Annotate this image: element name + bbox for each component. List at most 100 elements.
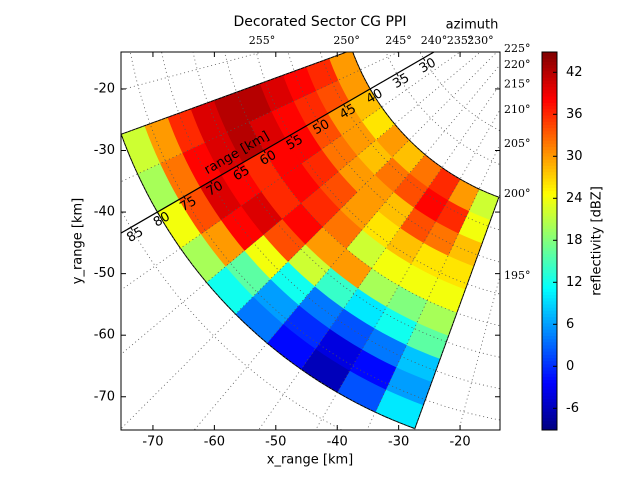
colorbar-segment xyxy=(542,121,557,125)
colorbar-segment xyxy=(542,341,557,346)
colorbar-segment xyxy=(542,77,557,81)
azimuth-tick-label: 195° xyxy=(504,269,531,282)
colorbar-segment xyxy=(542,417,557,422)
colorbar-segment xyxy=(542,263,557,267)
colorbar-segment xyxy=(542,203,557,207)
colorbar-segment xyxy=(542,253,557,258)
colorbar-frame xyxy=(541,51,558,431)
azimuth-tick-label: 215° xyxy=(504,78,531,91)
colorbar-tick-label: 18 xyxy=(566,233,583,248)
y-tick-label: -20 xyxy=(94,81,115,96)
colorbar-segment xyxy=(542,171,557,176)
colorbar-segment xyxy=(542,152,557,157)
colorbar-segment xyxy=(542,272,557,277)
colorbar-segment xyxy=(542,174,557,179)
colorbar-segment xyxy=(542,338,557,343)
colorbar-segment xyxy=(542,83,557,88)
colorbar-segment xyxy=(542,370,557,374)
colorbar-segment xyxy=(542,222,557,226)
range-tick-label: 30 xyxy=(417,55,439,76)
colorbar-segment xyxy=(542,133,557,138)
colorbar-segment xyxy=(542,244,557,248)
colorbar-segment xyxy=(542,190,557,195)
colorbar-tick-label: 0 xyxy=(566,359,574,374)
colorbar-segment xyxy=(542,316,557,321)
colorbar-segment xyxy=(542,297,557,302)
colorbar-segment xyxy=(542,307,557,311)
range-tick xyxy=(130,227,133,231)
colorbar-segment xyxy=(542,313,557,318)
y-tick-label: -40 xyxy=(94,205,115,220)
colorbar-segment xyxy=(542,392,557,396)
range-tick-label: 35 xyxy=(390,71,412,92)
x-axis-label: x_range [km] xyxy=(267,453,353,468)
colorbar-segment xyxy=(542,108,557,113)
azimuth-tick-label: 230° xyxy=(467,34,494,47)
colorbar-segment xyxy=(542,184,557,188)
axes-frame xyxy=(120,51,501,431)
x-tick-label: -20 xyxy=(449,435,470,450)
colorbar-tick-label: 12 xyxy=(566,275,583,290)
y-tick-label: -70 xyxy=(94,389,115,404)
colorbar-tick-label: 24 xyxy=(566,191,583,206)
colorbar-segment xyxy=(542,102,557,107)
colorbar-segment xyxy=(542,162,557,166)
x-tick-label: -60 xyxy=(204,435,225,450)
colorbar-segment xyxy=(542,86,557,91)
azimuth-tick-label: 250° xyxy=(333,34,360,47)
y-axis-label: y_range [km] xyxy=(71,198,86,284)
range-tick xyxy=(263,150,266,154)
colorbar-segment xyxy=(542,291,557,296)
range-tick xyxy=(183,196,186,200)
colorbar-segment xyxy=(542,70,557,75)
colorbar-tick-label: -6 xyxy=(566,401,579,416)
range-tick xyxy=(156,211,160,215)
colorbar-segment xyxy=(542,420,557,425)
colorbar-segment xyxy=(542,329,557,333)
colorbar-segment xyxy=(542,96,557,100)
colorbar-segment xyxy=(542,247,557,251)
colorbar-segment xyxy=(542,310,557,314)
range-tick-label: 50 xyxy=(311,117,333,138)
colorbar-segment xyxy=(542,137,557,141)
range-tick-label: 85 xyxy=(124,225,146,246)
azimuth-tick-label: 205° xyxy=(504,137,531,150)
y-tick-label: -30 xyxy=(94,143,115,158)
azimuth-tick-label: 240° xyxy=(421,34,448,47)
x-tick-label: -50 xyxy=(265,435,286,450)
colorbar-segment xyxy=(542,118,557,122)
colorbar-segment xyxy=(542,360,557,365)
colorbar-segment xyxy=(542,155,557,160)
colorbar-segment xyxy=(542,178,557,182)
colorbar-segment xyxy=(542,285,557,289)
colorbar-segment xyxy=(542,326,557,330)
range-tick-label: 65 xyxy=(231,163,253,184)
azimuth-spoke xyxy=(121,52,498,430)
colorbar-segment xyxy=(542,92,557,97)
colorbar-label: reflectivity [dBZ] xyxy=(590,186,605,296)
colorbar-tick-label: 30 xyxy=(566,149,583,164)
colorbar-segment xyxy=(542,52,557,56)
x-tick-label: -40 xyxy=(327,435,348,450)
colorbar-segment xyxy=(542,237,557,242)
range-axis-line xyxy=(121,52,436,234)
colorbar-segment xyxy=(542,124,557,129)
colorbar-segment xyxy=(542,294,557,299)
colorbar-segment xyxy=(542,382,557,387)
colorbar-segment xyxy=(542,105,557,110)
azimuth-tick-label: 225° xyxy=(504,42,531,55)
colorbar-segment xyxy=(542,322,557,327)
range-tick-label: 45 xyxy=(337,101,359,122)
colorbar-segment xyxy=(542,250,557,255)
colorbar-segment xyxy=(542,354,557,359)
colorbar-segment xyxy=(542,146,557,151)
colorbar-segment xyxy=(542,363,557,368)
range-tick xyxy=(236,165,240,169)
colorbar-segment xyxy=(542,367,557,371)
colorbar-segment xyxy=(542,58,557,62)
range-tick-label: 70 xyxy=(204,178,226,199)
colorbar-segment xyxy=(542,278,557,283)
sector-outline xyxy=(121,52,500,430)
colorbar-segment xyxy=(542,385,557,390)
colorbar-segment xyxy=(542,332,557,336)
